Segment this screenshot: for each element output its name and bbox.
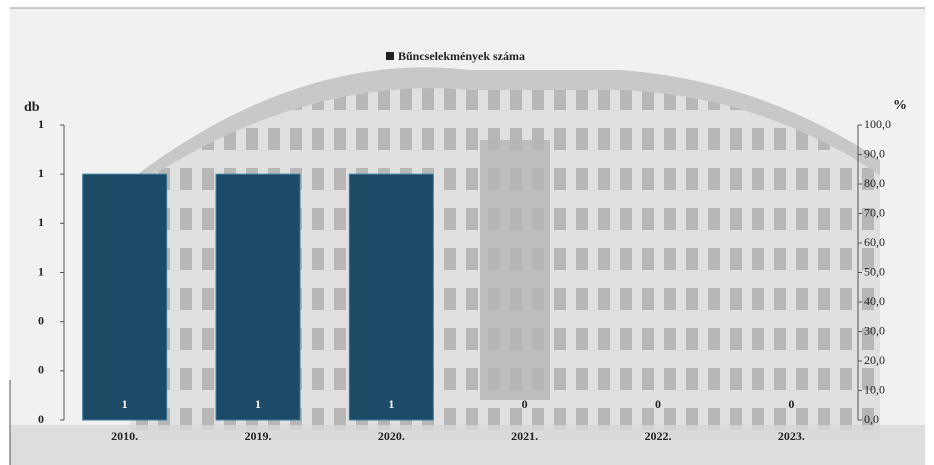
data-label: 0 — [788, 397, 794, 411]
y2-tick-label: 100,0 — [864, 117, 891, 131]
y-tick-label: 1 — [38, 215, 44, 229]
y2-tick-label: 10,0 — [864, 382, 885, 396]
y-tick-label: 1 — [38, 117, 44, 131]
bar — [82, 173, 168, 421]
y2-tick-label: 40,0 — [864, 294, 885, 308]
data-label: 1 — [255, 397, 261, 411]
y2-tick-label: 50,0 — [864, 264, 885, 278]
y-axis-title: db — [24, 100, 40, 115]
y2-tick-label: 60,0 — [864, 235, 885, 249]
data-label: 1 — [388, 397, 394, 411]
y2-tick-label: 80,0 — [864, 176, 885, 190]
legend-swatch — [386, 52, 394, 60]
x-tick-label: 2019. — [245, 429, 272, 443]
y-tick-label: 0 — [38, 363, 44, 377]
x-tick-label: 2020. — [378, 429, 405, 443]
data-label: 0 — [655, 397, 661, 411]
y2-tick-label: 30,0 — [864, 323, 885, 337]
y-tick-label: 0 — [38, 412, 44, 426]
y2-tick-label: 90,0 — [864, 146, 885, 160]
y2-axis-title: % — [893, 98, 907, 113]
data-label: 1 — [122, 397, 128, 411]
y2-tick-label: 20,0 — [864, 353, 885, 367]
bar — [215, 173, 301, 421]
y-tick-label: 1 — [38, 264, 44, 278]
y2-tick-label: 0,0 — [864, 412, 879, 426]
y-tick-label: 0 — [38, 313, 44, 327]
legend-label: Bűncselekmények száma — [398, 49, 525, 63]
x-tick-label: 2023. — [778, 429, 805, 443]
data-label: 0 — [522, 397, 528, 411]
x-tick-label: 2022. — [645, 429, 672, 443]
bar — [348, 173, 434, 421]
y2-tick-label: 70,0 — [864, 205, 885, 219]
x-tick-label: 2010. — [111, 429, 138, 443]
y-tick-label: 1 — [38, 166, 44, 180]
x-tick-label: 2021. — [511, 429, 538, 443]
